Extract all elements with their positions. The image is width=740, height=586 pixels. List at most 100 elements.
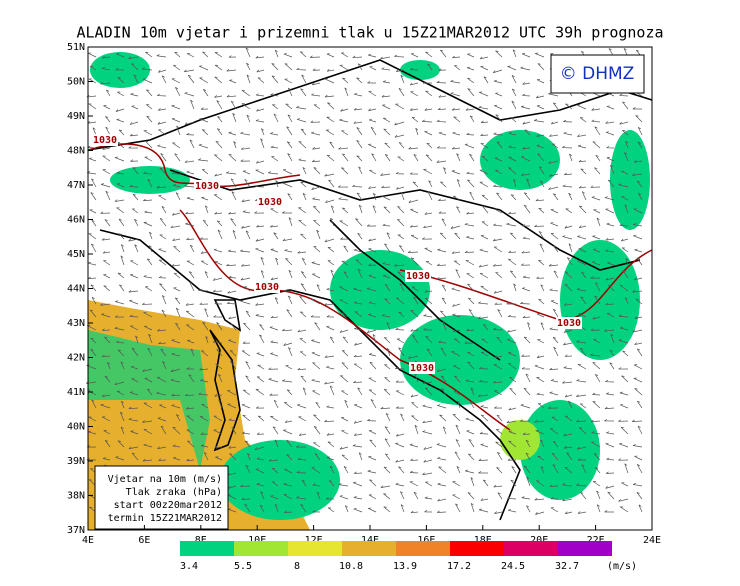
wind-arrow [578,312,587,318]
wind-arrow [521,173,531,176]
wind-arrow [606,105,615,110]
wind-arrow [213,289,223,292]
wind-arrow [273,113,279,123]
wind-arrow [214,394,223,397]
wind-arrow [549,173,559,177]
wind-arrow [493,223,503,227]
colorbar-label: 24.5 [501,561,525,572]
lat-label: 43N [67,318,85,329]
wind-arrow [157,417,167,422]
wind-arrow [284,249,293,253]
wind-arrow [244,503,251,513]
wind-arrow [381,314,391,318]
wind-arrow [480,65,489,71]
wind-arrow [228,211,237,215]
wind-arrow [91,296,97,305]
wind-arrow [217,229,223,240]
wind-arrow [382,262,391,266]
wind-arrow [204,308,209,318]
lon-label: 8E [195,535,207,546]
wind-arrow [577,260,587,266]
wind-arrow [479,272,489,279]
wind-arrow [397,234,405,240]
wind-arrow [128,406,139,410]
legend-line: termin 15Z21MAR2012 [108,513,222,524]
wind-arrow [410,394,419,398]
wind-arrow [159,404,167,409]
wind-arrow [256,483,265,487]
wind-arrow [536,355,545,359]
wind-arrow [397,156,405,162]
wind-arrow [274,49,279,58]
wind-arrow [313,426,321,435]
wind-arrow [271,156,279,162]
wind-arrow [384,426,391,435]
wind-arrow [397,219,405,227]
lon-label: 12E [305,535,323,546]
wind-arrow [340,375,349,383]
wind-arrow [437,248,447,253]
wind-arrow [368,274,377,279]
colorbar-label: 13.9 [393,561,417,572]
wind-arrow [436,119,447,123]
wind-arrow [425,481,433,487]
wind-arrow [576,394,587,397]
wind-arrow [369,353,377,357]
wind-arrow [212,277,223,281]
wind-arrow [552,441,559,448]
wind-arrow [413,154,419,162]
wind-arrow [581,191,587,201]
wind-arrow [255,406,265,409]
wind-arrow [339,64,349,71]
wind-arrow [368,91,377,97]
wind-arrow [173,246,181,253]
isobar-label: 1030 [93,135,117,146]
wind-arrow [189,281,195,292]
wind-arrow [132,167,139,175]
wind-arrow [384,377,391,383]
wind-arrow [605,442,615,448]
wind-arrow [536,392,545,396]
wind-arrow [315,401,321,409]
wind-arrow [186,324,195,331]
wind-arrow [580,491,587,500]
wind-arrow [146,115,153,123]
wind-arrow [594,295,601,305]
wind-arrow [227,403,237,409]
wind-arrow [260,270,265,279]
lat-label: 38N [67,491,85,502]
wind-arrow [161,295,167,305]
wind-arrow [464,341,475,344]
wind-arrow [451,107,461,111]
wind-arrow [230,218,237,227]
wind-arrow [297,457,307,461]
wind-arrow [328,179,335,188]
wind-arrow [620,426,629,435]
colorbar-segment [504,541,558,556]
wind-arrow [102,55,111,59]
wind-arrow [313,442,321,448]
wind-arrow [395,366,405,370]
wind-arrow [143,171,153,175]
wind-arrow [135,335,139,344]
wind-arrow [382,223,391,227]
wind-arrow [578,159,587,163]
wind-arrow [452,329,461,332]
wind-arrow [594,167,601,175]
wind-arrow [327,441,335,448]
wind-arrow [442,321,447,331]
wind-arrow [551,416,559,422]
wind-arrow [353,363,363,370]
wind-arrow [636,492,643,500]
wind-arrow [344,399,349,409]
wind-arrow [173,272,181,279]
wind-arrow [268,367,279,370]
wind-arrow [337,185,349,188]
wind-arrow [300,311,307,318]
wind-arrow [632,173,643,176]
wind-arrow [353,287,363,292]
wind-arrow [274,297,279,305]
wind-arrow [394,54,405,58]
wind-arrow [527,322,531,331]
wind-arrow [508,211,517,215]
